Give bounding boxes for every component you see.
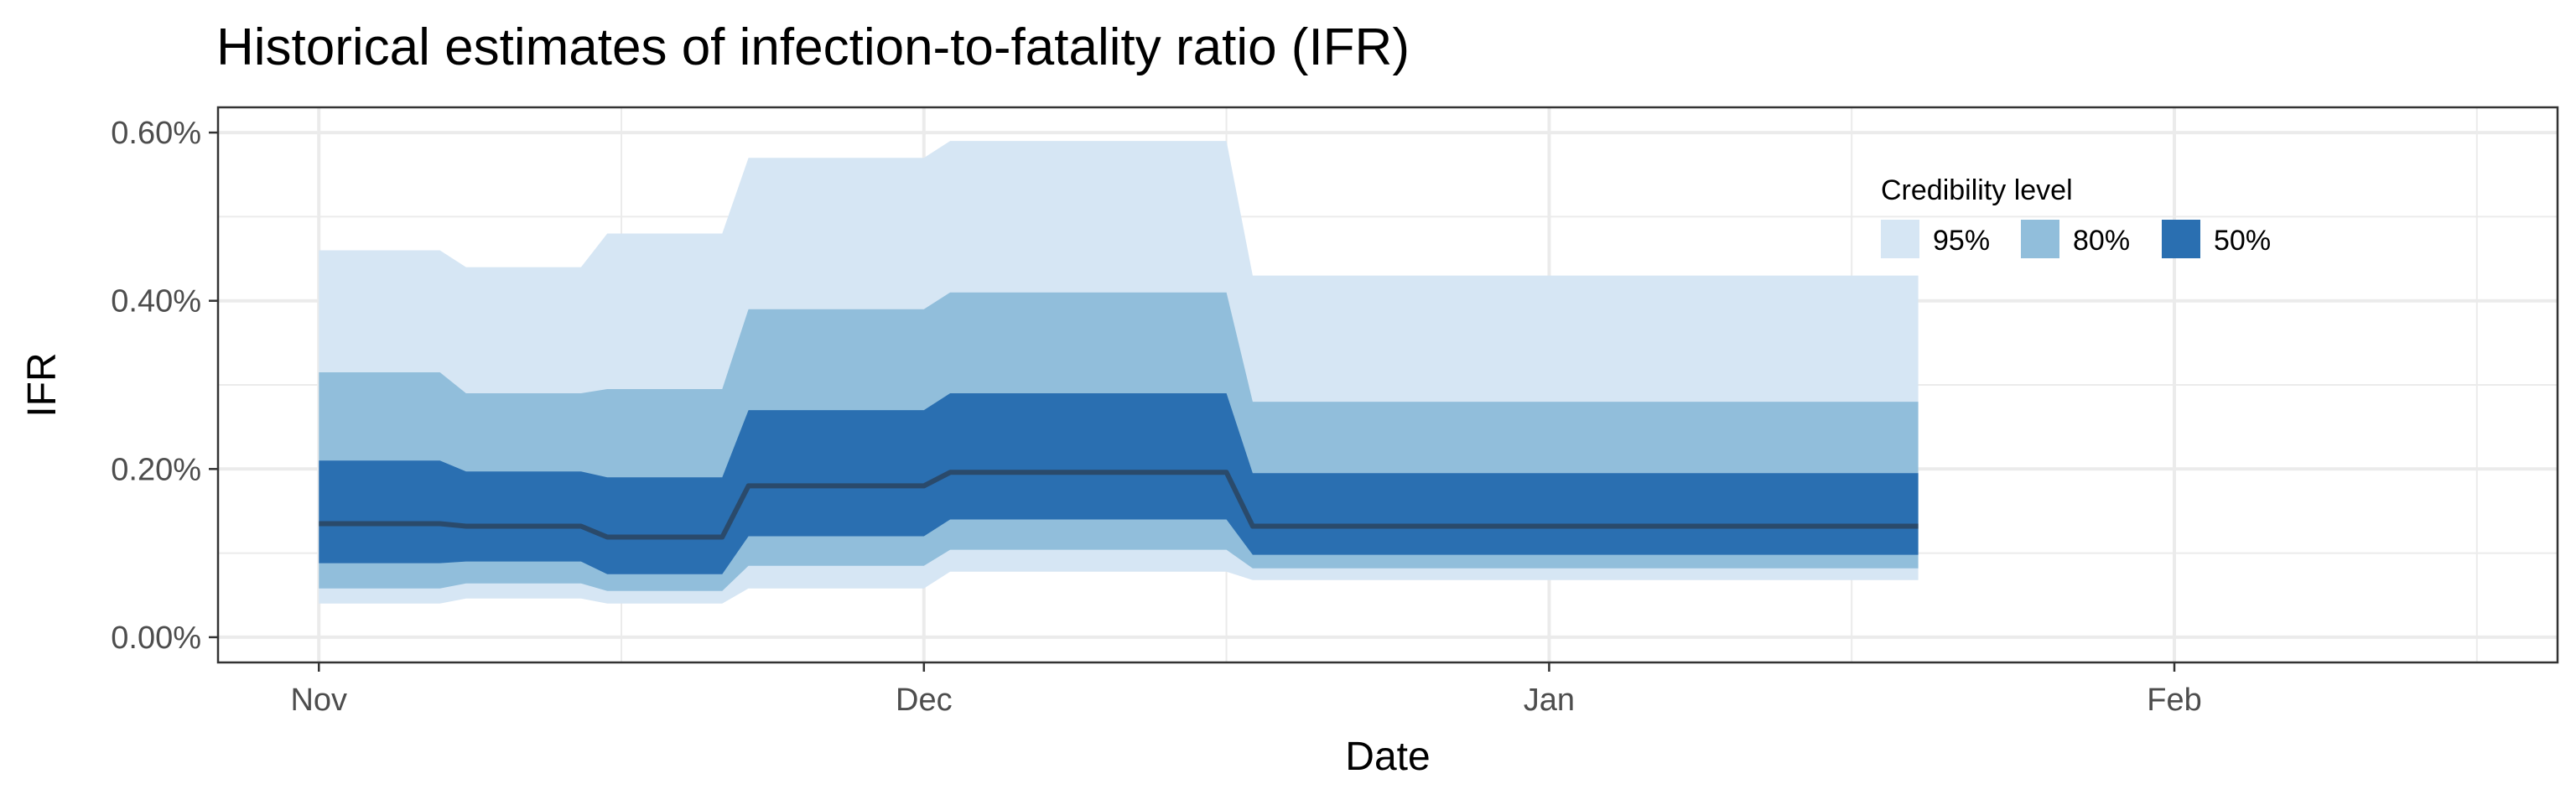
legend-label-80: 80% xyxy=(2073,225,2130,257)
y-axis: 0.00% 0.20% 0.40% 0.60% xyxy=(111,116,218,656)
x-tick-label: Feb xyxy=(2147,683,2201,718)
legend-swatch-95 xyxy=(1881,220,1919,258)
x-tick-label: Jan xyxy=(1524,683,1575,718)
legend-label-50: 50% xyxy=(2214,225,2271,257)
plot-border xyxy=(216,106,2559,664)
legend-label-95: 95% xyxy=(1933,225,1990,257)
x-axis-title: Date xyxy=(1345,735,1430,779)
y-tick-label: 0.20% xyxy=(111,452,201,487)
y-axis-title: IFR xyxy=(20,352,65,417)
x-axis: Nov Dec Jan Feb xyxy=(290,662,2202,718)
x-tick-label: Nov xyxy=(290,683,347,718)
y-tick-label: 0.00% xyxy=(111,621,201,656)
x-tick-label: Dec xyxy=(896,683,953,718)
legend-swatch-80 xyxy=(2021,220,2059,258)
median-line xyxy=(319,470,1919,540)
legend: Credibility level 95% 80% 50% xyxy=(1881,174,2271,258)
chart-title: Historical estimates of infection-to-fat… xyxy=(216,18,1410,76)
band-50 xyxy=(319,393,1919,574)
y-tick-label: 0.40% xyxy=(111,284,201,319)
median-layer xyxy=(319,470,1919,540)
credibility-bands xyxy=(319,141,1919,604)
legend-swatch-50 xyxy=(2162,220,2200,258)
legend-title: Credibility level xyxy=(1881,174,2073,206)
y-tick-label: 0.60% xyxy=(111,116,201,151)
